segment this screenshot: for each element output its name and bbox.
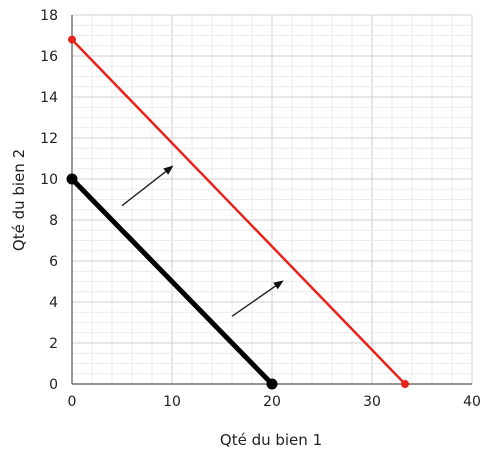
- series-point-1: [68, 35, 76, 44]
- y-tick-label: 14: [40, 90, 58, 106]
- series-layer: [66, 35, 409, 390]
- y-tick-label: 16: [40, 49, 58, 65]
- shift-arrow: [121, 165, 174, 207]
- shift-arrow: [231, 280, 284, 317]
- y-tick-label: 8: [49, 213, 58, 229]
- y-tick-label: 6: [49, 254, 58, 270]
- series-line-0: [69, 176, 275, 387]
- x-axis-label: Qté du bien 1: [220, 431, 322, 449]
- series-point-1: [401, 380, 409, 388]
- tick-labels: 0 10 20 30 40 0 2 4 6 8 10 12 14 16 18: [40, 8, 481, 410]
- grid: [71, 14, 473, 385]
- x-tick-label: 20: [263, 394, 281, 410]
- y-tick-label: 18: [40, 8, 58, 24]
- y-tick-label: 0: [49, 377, 58, 393]
- series-point-0: [266, 378, 278, 390]
- y-tick-label: 4: [49, 295, 58, 311]
- x-tick-label: 0: [68, 394, 77, 410]
- annotations-layer: [121, 165, 284, 317]
- x-tick-label: 40: [463, 394, 481, 410]
- series-line-1: [70, 38, 407, 386]
- y-tick-label: 2: [49, 336, 58, 352]
- y-tick-label: 10: [40, 172, 58, 188]
- x-tick-label: 30: [363, 394, 381, 410]
- x-tick-label: 10: [163, 394, 181, 410]
- y-tick-label: 12: [40, 131, 58, 147]
- series-point-0: [66, 173, 78, 185]
- y-axis-label: Qté du bien 2: [10, 149, 28, 251]
